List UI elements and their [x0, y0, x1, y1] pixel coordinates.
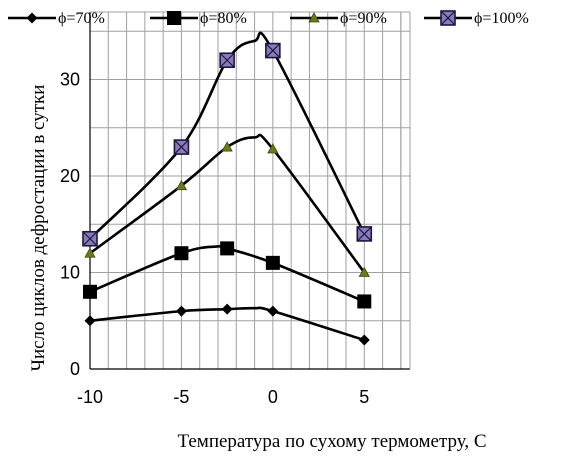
legend-item: ϕ=100%: [424, 10, 529, 27]
data-point-series-2: [220, 241, 235, 256]
y-tick-label: 10: [60, 263, 80, 283]
data-point-series-4: [265, 42, 281, 59]
legend-marker: [308, 12, 320, 23]
marker-cross: [174, 139, 189, 155]
y-tick-label: 0: [70, 359, 80, 379]
y-axis-title: Число циклов дефростации в сутки: [28, 85, 49, 372]
series-markers: [82, 42, 373, 346]
data-point-series-1: [84, 315, 96, 327]
legend-label: ϕ=100%: [474, 10, 529, 27]
data-point-series-4: [219, 52, 235, 69]
legend-marker: [167, 11, 181, 25]
series-line-4: [89, 31, 366, 240]
legend-marker: [440, 10, 456, 26]
data-point-series-3: [221, 141, 233, 152]
data-point-series-3: [84, 247, 96, 258]
data-point-series-1: [267, 305, 279, 317]
x-tick-label: -10: [77, 387, 103, 407]
tick-labels: -10 -5 0 5 0 10 20 30: [60, 70, 369, 407]
series-lines: [89, 31, 366, 342]
data-point-series-4: [173, 139, 190, 155]
x-axis-title: Температура по сухому термометру, С: [177, 431, 486, 452]
series-line-1: [89, 306, 365, 342]
legend-item: ϕ=90%: [290, 10, 387, 27]
x-tick-label: 5: [359, 387, 369, 407]
x-tick-label: -5: [173, 387, 189, 407]
data-point-series-2: [174, 246, 189, 261]
marker-cross: [265, 43, 281, 59]
data-point-series-4: [356, 226, 373, 242]
legend-label: ϕ=80%: [200, 10, 247, 27]
marker-cross: [440, 10, 456, 26]
y-tick-label: 20: [60, 166, 80, 186]
data-point-series-1: [221, 303, 233, 315]
data-point-series-2: [357, 294, 372, 309]
data-point-series-1: [358, 334, 370, 346]
data-point-series-2: [265, 255, 280, 270]
data-point-series-3: [267, 143, 279, 154]
legend-label: ϕ=70%: [58, 10, 105, 27]
x-tick-label: 0: [268, 387, 278, 407]
plot-frame: [89, 11, 411, 370]
legend: ϕ=70% ϕ=80% ϕ=90% ϕ=100%: [8, 10, 529, 27]
grid: [90, 12, 410, 369]
data-point-series-4: [82, 230, 98, 247]
marker-cross: [82, 231, 98, 247]
data-point-series-2: [83, 284, 97, 299]
legend-item: ϕ=70%: [8, 10, 105, 27]
data-point-series-3: [175, 179, 188, 191]
y-tick-label: 30: [60, 70, 80, 90]
legend-item: ϕ=80%: [150, 10, 247, 27]
series-line-3: [89, 133, 366, 274]
legend-label: ϕ=90%: [340, 10, 387, 27]
marker-cross: [219, 52, 235, 68]
data-point-series-1: [175, 305, 187, 317]
legend-marker: [26, 12, 38, 24]
marker-cross: [356, 226, 372, 242]
data-point-series-3: [358, 266, 370, 277]
